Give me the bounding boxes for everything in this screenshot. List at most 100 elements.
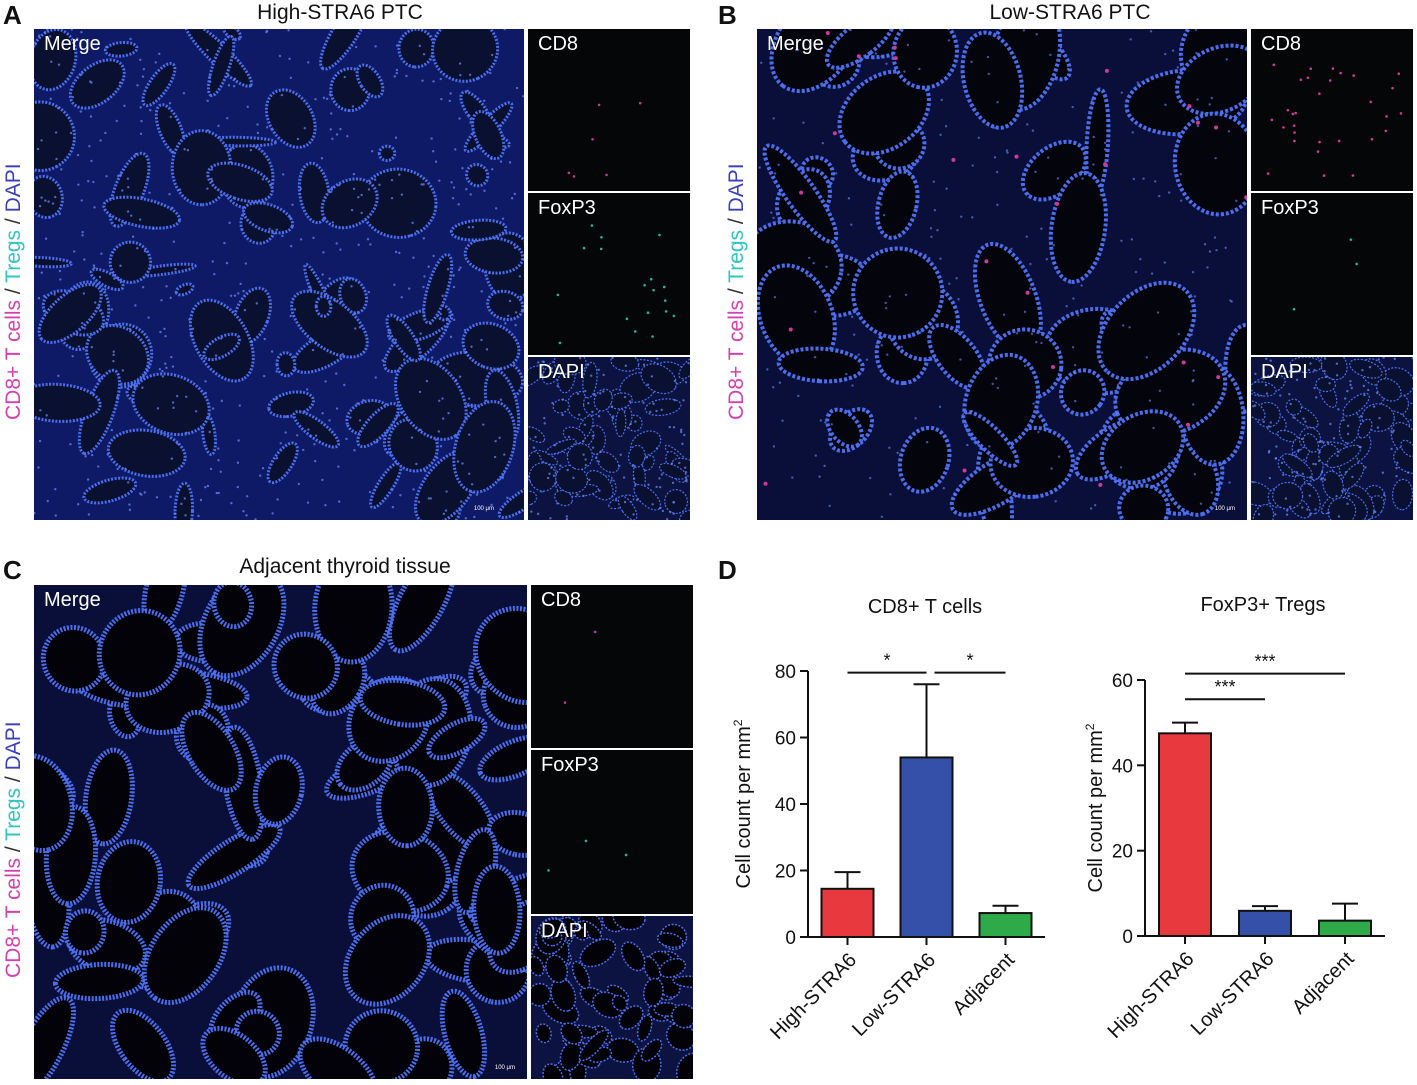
foxp3-image-c: FoxP3 [531, 750, 693, 914]
scale-bar: 100 μm [473, 506, 494, 512]
signal-dot [1294, 111, 1297, 115]
dapi-texture [1251, 357, 1413, 520]
foxp3-image-a: FoxP3 [528, 193, 690, 355]
signal-dot [1266, 172, 1270, 175]
y-tick-label: 80 [775, 662, 796, 683]
signal-dot [1384, 129, 1388, 133]
signal-dot [624, 853, 628, 857]
signal-dot [600, 236, 603, 239]
dapi-label: DAPI [541, 920, 588, 942]
panel-c-letter: C [3, 555, 22, 585]
y-tick-label: 0 [1122, 927, 1133, 948]
texture-group [531, 916, 693, 1079]
signal-dot [1355, 262, 1359, 266]
foxp3-signal [1292, 238, 1359, 311]
signal-dot [651, 335, 654, 338]
scale-bar: 100 μm [1214, 506, 1235, 512]
y-axis-label: Cell count per mm2 [731, 719, 755, 888]
cd8-image-b: CD8 [1251, 29, 1413, 191]
signal-dot [1272, 63, 1276, 67]
signal-dot [1286, 108, 1290, 112]
scale-bar: 100 μm [494, 1065, 515, 1071]
signal-dot [638, 101, 642, 105]
signal-dot [662, 285, 666, 289]
texture-group [34, 585, 527, 1079]
signal-dot [1306, 76, 1310, 80]
chart-title: CD8+ T cells [868, 596, 982, 618]
cd8-signal [563, 630, 597, 704]
signal-dot [649, 277, 653, 281]
cd8-image-c: CD8 [531, 585, 693, 748]
signal-dot [584, 839, 588, 843]
texture-group [528, 357, 690, 520]
signal-dot [1318, 140, 1321, 144]
foxp3-label: FoxP3 [538, 197, 596, 219]
signal-dot [590, 224, 594, 227]
merge-image-c: Merge 100 μm [34, 585, 527, 1079]
merge-label: Merge [44, 589, 101, 611]
dapi-image-a: DAPI [528, 357, 690, 520]
signal-dot [1292, 307, 1296, 311]
signal-dot [1399, 112, 1403, 115]
signal-dot [1337, 139, 1341, 143]
panel-a-title: High-STRA6 PTC [257, 1, 423, 24]
tissue-texture [757, 29, 1247, 520]
x-tick-label: Adjacent [948, 949, 1019, 1020]
dapi-label: DAPI [1261, 361, 1308, 383]
significance-label: *** [1254, 652, 1275, 672]
side-label-c: CD8+ T cells / Tregs / DAPI [2, 721, 25, 978]
signal-dot [563, 701, 567, 704]
side-label-b: CD8+ T cells / Tregs / DAPI [725, 163, 748, 420]
signal-dot [633, 330, 637, 333]
signal-dot [1351, 174, 1355, 177]
signal-dot [1339, 71, 1342, 75]
dapi-image-c: DAPI [531, 916, 693, 1079]
merge-label: Merge [767, 33, 824, 55]
signal-dot [643, 283, 646, 287]
merge-image-b: Merge 100 μm [757, 29, 1247, 520]
y-axis-label-sup: 2 [731, 719, 745, 726]
signal-dot [663, 299, 667, 302]
signal-dot [652, 288, 655, 292]
signal-dot [672, 314, 676, 318]
dapi-label: DAPI [538, 361, 585, 383]
significance-label: * [883, 651, 890, 671]
signal-dot [597, 103, 601, 107]
cd8-signal [1266, 63, 1403, 177]
cd8-bar-chart: CD8+ T cells 0 20 40 60 80 Cell count per mm2 H… [731, 596, 1045, 1044]
x-tick-label: High-STRA6 [1104, 948, 1199, 1043]
x-tick-label: High-STRA6 [766, 949, 861, 1044]
tissue-texture [34, 29, 524, 520]
signal-dot [646, 311, 650, 315]
signal-dot [1282, 126, 1285, 129]
merge-label: Merge [44, 33, 101, 55]
panel-b-title: Low-STRA6 PTC [989, 1, 1151, 24]
panel-c-title: Adjacent thyroid tissue [239, 555, 451, 578]
chart-title: FoxP3+ Tregs [1200, 594, 1325, 616]
signal-dot [1331, 67, 1335, 70]
signal-dot [1292, 124, 1296, 128]
foxp3-signal [556, 224, 676, 345]
foxp3-signal [547, 839, 628, 872]
cd8-image-a: CD8 [528, 29, 690, 191]
panel-a-letter: A [3, 0, 22, 30]
y-tick-label: 0 [785, 928, 796, 949]
x-tick-label: Low-STRA6 [848, 949, 940, 1041]
signal-dot [593, 630, 597, 634]
tissue-texture [34, 585, 527, 1079]
y-tick-label: 40 [775, 795, 796, 816]
signal-dot [558, 341, 562, 345]
signal-dot [1299, 78, 1303, 82]
y-tick-label: 60 [775, 729, 796, 750]
cd8-signal [567, 101, 642, 178]
cd8-label: CD8 [1261, 33, 1302, 55]
foxp3-label: FoxP3 [541, 754, 599, 776]
bar [978, 912, 1033, 938]
signal-dot [1316, 150, 1320, 153]
signal-dot [1309, 67, 1313, 71]
significance-label: *** [1214, 677, 1235, 697]
dapi-image-b: DAPI [1251, 357, 1413, 520]
bar [1158, 732, 1212, 937]
texture-group [34, 29, 524, 520]
x-tick-label: Adjacent [1288, 948, 1359, 1019]
